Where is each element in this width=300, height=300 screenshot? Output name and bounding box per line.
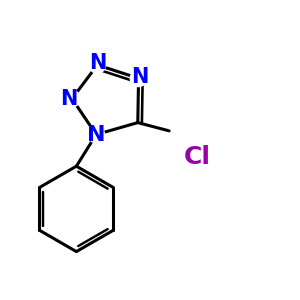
Text: Cl: Cl: [184, 146, 211, 170]
Text: N: N: [131, 67, 149, 87]
Circle shape: [88, 126, 104, 143]
Text: N: N: [60, 89, 78, 109]
Circle shape: [89, 57, 106, 73]
Circle shape: [64, 90, 80, 107]
Text: N: N: [87, 124, 105, 145]
Text: N: N: [89, 53, 106, 74]
Circle shape: [130, 70, 147, 87]
